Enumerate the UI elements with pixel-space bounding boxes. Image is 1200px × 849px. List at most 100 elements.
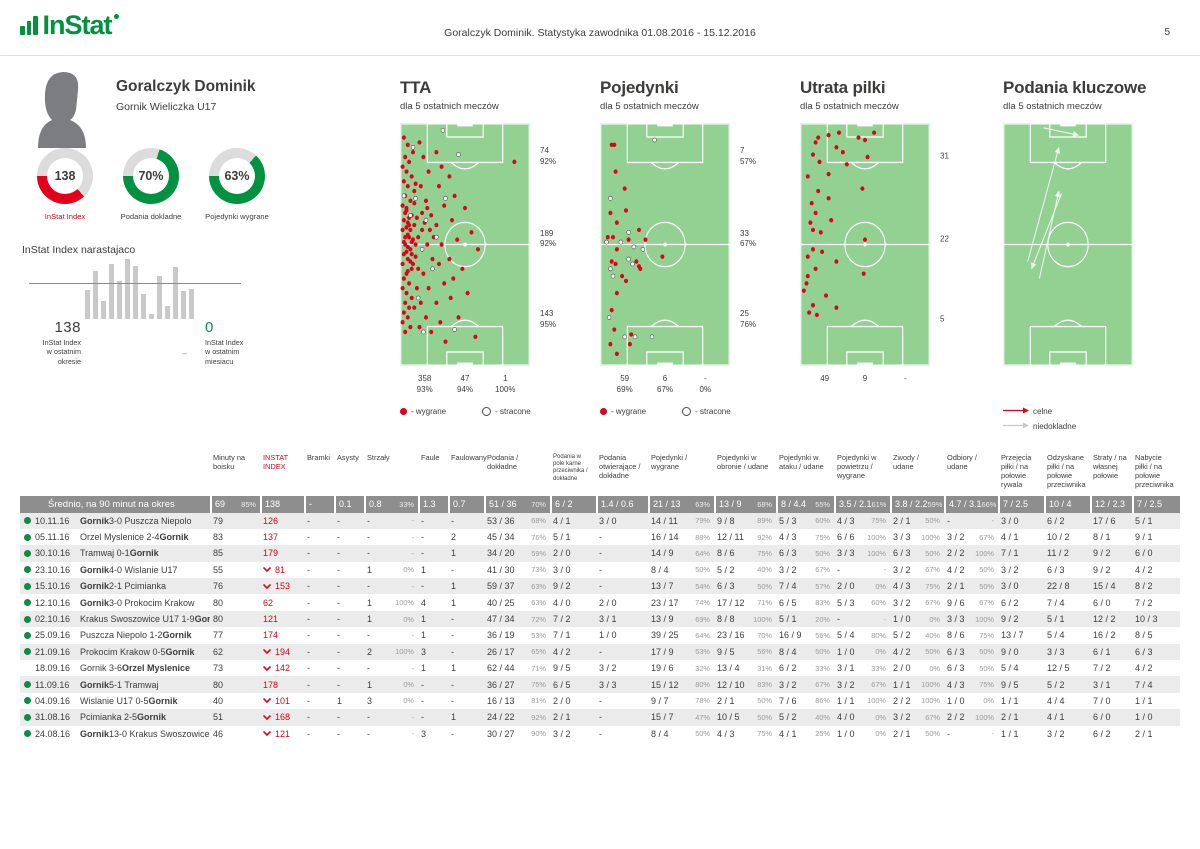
stat-cell: 4 / 2	[1132, 660, 1180, 676]
cell-percent: 63%	[695, 499, 710, 509]
stat-cell: -	[334, 709, 364, 725]
trend-right-value: 0	[205, 319, 214, 336]
stat-cell: 7 / 0	[1090, 693, 1132, 709]
cell-value: 6 / 6	[837, 532, 855, 543]
cell-value: 3 / 3	[947, 614, 965, 625]
stat-cell: 121	[260, 611, 304, 627]
stat-cell: -	[334, 562, 364, 578]
bottom-label-line: 1	[503, 374, 508, 383]
bottom-label-line: 93%	[416, 385, 433, 395]
arrow-icon	[1003, 422, 1029, 429]
pitch-bottom-label: 1 100%	[495, 373, 515, 395]
match-name-part: Prokocim Krakow 0-5	[80, 646, 166, 657]
cell-value: -	[451, 728, 454, 739]
stat-cell: 81	[260, 562, 304, 578]
pitch-title: Pojedynki	[600, 78, 679, 97]
stat-cell: -	[334, 726, 364, 742]
stat-cell: --	[834, 611, 890, 627]
cell-value: 6 / 0	[1093, 712, 1111, 723]
pitch-utrata-pilki: Utrata pilki dla 5 ostatnich meczów 31 22 5…	[800, 78, 980, 399]
stat-cell: 4 / 1 25%	[776, 726, 834, 742]
stat-cell: 168	[260, 709, 304, 725]
cell-percent: 75%	[979, 680, 994, 690]
cell-value: 3 / 2	[779, 679, 797, 690]
cell-percent: 67%	[815, 565, 830, 575]
stat-cell: 41 / 30 73%	[484, 562, 550, 578]
cell-value: -	[837, 614, 840, 625]
table-row: 15.10.16 Gornik 2-1 Pcimianka 76 153- - - - -1 5…	[20, 578, 1180, 595]
cell-percent: 56%	[757, 647, 772, 657]
chevron-down-icon	[263, 583, 271, 589]
gauge-label: InStat Index	[44, 212, 86, 221]
cell-value: -	[451, 614, 454, 625]
stat-cell: 6 / 1	[1090, 644, 1132, 660]
stat-cell: 10 / 2	[1044, 529, 1090, 545]
cell-value: 1 / 0	[599, 630, 617, 641]
stat-cell: 9 / 6 67%	[944, 594, 998, 610]
gauge-ring-1: 70%	[123, 148, 179, 204]
cell-value: 3 / 1	[837, 663, 855, 674]
cell-value: 8 / 1	[1093, 532, 1111, 543]
stat-cell: 80	[210, 611, 260, 627]
stat-cell: -	[304, 611, 334, 627]
cell-value: 137	[263, 532, 279, 543]
stat-cell: 6 / 0	[1132, 545, 1180, 561]
stat-cell: 47 / 34 72%	[484, 611, 550, 627]
cell-percent: 67%	[815, 680, 830, 690]
cell-percent: 92%	[757, 532, 772, 542]
stat-cell: -	[596, 545, 648, 561]
col-header-18: Odbiory / udane	[947, 453, 977, 471]
cell-value: 17 / 6	[1093, 515, 1116, 526]
cell-percent: 63%	[531, 581, 546, 591]
cell-value: 0.7	[453, 499, 466, 509]
cell-percent: 100%	[921, 680, 940, 690]
match-name: Krakus Swoszowice U17 1-9 Gornik	[78, 611, 210, 627]
cell-percent: 73%	[531, 565, 546, 575]
cell-value: -	[451, 646, 454, 657]
result-dot-cell	[20, 676, 34, 692]
stat-cell: 9 / 2	[998, 611, 1044, 627]
cell-percent: 100%	[921, 696, 940, 706]
stat-cell: -	[334, 644, 364, 660]
cell-percent: 56%	[815, 630, 830, 640]
stat-cell: 9 / 7 78%	[648, 693, 714, 709]
stat-cell: -	[418, 578, 448, 594]
pitch-side-label: 74 92%	[540, 146, 556, 168]
stat-cell: 2 / 2 100%	[944, 709, 998, 725]
trend-bar	[117, 281, 122, 319]
index-down-arrow-icon	[263, 583, 271, 589]
legend-label: - wygrane	[611, 407, 647, 416]
stat-cell: 62	[210, 644, 260, 660]
stat-cell: 8 / 4 50%	[648, 562, 714, 578]
stat-cell: 2	[448, 529, 484, 545]
cell-percent: 83%	[815, 598, 830, 608]
bottom-label-line: 59	[620, 374, 630, 383]
cell-percent: 54%	[695, 581, 710, 591]
stat-cell: --	[834, 562, 890, 578]
stat-cell: -	[334, 660, 364, 676]
col-header-2	[78, 452, 210, 494]
stat-cell: -	[304, 676, 334, 692]
match-name-part: Gornik	[137, 712, 167, 723]
cell-percent: 100%	[753, 614, 772, 624]
cell-percent: 31%	[757, 663, 772, 673]
stat-cell: 6 / 5 83%	[776, 594, 834, 610]
cell-value: 1	[451, 581, 457, 592]
stat-cell: 8 / 5	[1132, 627, 1180, 643]
stat-cell: 1 / 1	[998, 693, 1044, 709]
cell-value: 1	[421, 630, 427, 641]
stat-cell: 13 / 7	[998, 627, 1044, 643]
trend-bar	[189, 289, 194, 319]
match-date: 11.09.16	[35, 679, 70, 690]
stat-cell: 17 / 12 71%	[714, 594, 776, 610]
stat-cell: --	[364, 726, 418, 742]
cell-value: 9 / 7	[651, 695, 669, 706]
cell-value: 4	[421, 597, 427, 608]
pitch-side-label: 31	[940, 152, 949, 163]
stat-cell: -	[596, 693, 648, 709]
pitch-bottom-label: 358 93%	[417, 373, 433, 395]
cell-percent: 0%	[929, 663, 940, 673]
cell-value: 3 / 3	[837, 548, 855, 559]
cell-percent: 53%	[531, 630, 546, 640]
stat-cell: 10 / 5 50%	[714, 709, 776, 725]
